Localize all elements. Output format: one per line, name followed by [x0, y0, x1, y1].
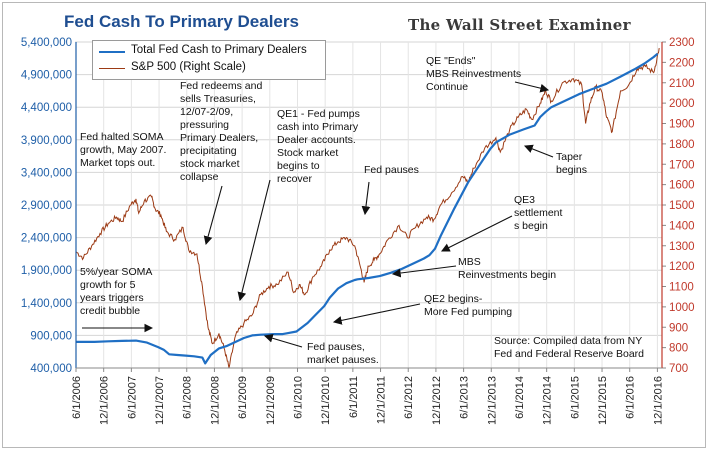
legend-item-sp500: S&P 500 (Right Scale)	[93, 60, 325, 77]
y-left-tick-label: 3,900,000	[21, 135, 72, 147]
y-left-tick-label: 2,400,000	[21, 233, 72, 245]
y-left-tick-label: 1,900,000	[21, 265, 72, 277]
y-right-tick-label: 900	[669, 322, 688, 334]
x-tick-label: 6/1/2012	[403, 376, 415, 419]
y-right-tick-label: 1100	[669, 282, 694, 294]
y-right-tick-label: 2100	[669, 78, 695, 90]
sp500-line	[75, 48, 660, 369]
y-right-tick-label: 1000	[669, 302, 695, 314]
chart-title: Fed Cash To Primary Dealers	[64, 12, 299, 31]
arrow-fed-pauses	[361, 181, 371, 216]
annotation-qe-ends: QE "Ends" MBS Reinvestments Continue	[426, 55, 522, 93]
y-right-tick-label: 1900	[669, 119, 695, 131]
x-tick-label: 12/1/2008	[209, 376, 221, 425]
arrow-qe-ends	[514, 81, 550, 93]
annotation-qe2: QE2 begins- More Fed pumping	[424, 293, 513, 318]
annotation-qe3: QE3 settlement s begin	[514, 194, 563, 232]
x-tick-label: 12/1/2007	[154, 376, 166, 425]
x-tick-label: 6/1/2014	[514, 376, 526, 419]
x-tick-label: 12/1/2016	[652, 376, 664, 425]
y-right-tick-label: 700	[669, 363, 688, 375]
arrow-qe3	[441, 215, 513, 252]
annotation-mbs-reinvest: MBS Reinvestments begin	[458, 256, 557, 281]
x-tick-label: 6/1/2016	[625, 376, 637, 419]
y-left-tick-label: 4,400,000	[21, 102, 72, 114]
x-tick-label: 12/1/2013	[486, 376, 498, 425]
y-left-tick-label: 2,900,000	[21, 200, 72, 212]
y-right-tick-label: 2200	[669, 57, 695, 69]
y-right-tick-label: 1300	[669, 241, 695, 253]
legend-label-sp500: S&P 500 (Right Scale)	[131, 61, 246, 73]
y-right-tick-label: 1400	[669, 220, 695, 232]
arrow-qe2	[332, 303, 421, 325]
legend-swatch-sp500	[99, 68, 125, 69]
y-left-tick-label: 5,400,000	[21, 37, 72, 49]
brand-watermark: The Wall Street Examiner	[408, 16, 631, 34]
fed-cash-line	[76, 52, 659, 365]
x-tick-label: 6/1/2006	[71, 376, 83, 419]
y-right-tick-label: 1600	[669, 180, 695, 192]
annotation-fed-redeems: Fed redeems and sells Treasuries, 12/07-2/…	[180, 80, 263, 183]
x-tick-label: 6/1/2013	[459, 376, 471, 419]
x-tick-label: 6/1/2008	[182, 376, 194, 419]
arrow-qe1	[237, 179, 271, 302]
y-right-tick-label: 1200	[669, 261, 695, 273]
y-right-tick-label: 2000	[669, 98, 695, 110]
axes: 400,000 900,000 1,400,000 1,900,000 2,400,00…	[21, 37, 695, 425]
arrow-redeem	[203, 185, 223, 246]
annotation-taper: Taper begins	[556, 151, 587, 176]
x-tick-label: 12/1/2009	[265, 376, 277, 425]
x-tick-label: 12/1/2015	[597, 376, 609, 425]
y-left-tick-label: 4,900,000	[21, 70, 72, 82]
x-tick-label: 12/1/2006	[99, 376, 111, 425]
arrow-mbs	[391, 265, 457, 278]
annotation-soma-growth: 5%/year SOMA growth for 5 years triggers cr…	[80, 266, 153, 317]
legend-label-fed-cash: Total Fed Cash to Primary Dealers	[131, 44, 307, 56]
y-right-tick-label: 1800	[669, 139, 695, 151]
x-tick-label: 6/1/2009	[237, 376, 249, 419]
x-tick-label: 12/1/2012	[431, 376, 443, 425]
fed-cash-series	[76, 52, 659, 365]
annotation-soma-halt: Fed halted SOMA growth, May 2007. Market t…	[80, 131, 167, 169]
y-right-tick-label: 2300	[669, 37, 695, 49]
y-right-tick-label: 1700	[669, 159, 695, 171]
legend: Total Fed Cash to Primary Dealers S&P 50…	[92, 40, 326, 80]
gridlines	[75, 41, 663, 369]
annotation-arrows	[82, 81, 554, 348]
x-tick-label: 12/1/2014	[542, 376, 554, 425]
y-right-tick-label: 1500	[669, 200, 695, 212]
y-left-tick-label: 1,400,000	[21, 298, 72, 310]
x-tick-label: 6/1/2015	[569, 376, 581, 419]
annotation-qe1: QE1 - Fed pumps cash into Primary Dealer a…	[277, 108, 360, 185]
x-tick-label: 6/1/2010	[292, 376, 304, 419]
annotation-fed-pauses: Fed pauses	[364, 164, 419, 176]
x-tick-label: 12/1/2010	[320, 376, 332, 425]
annotation-source: Source: Compiled data from NY Fed and Fed…	[494, 335, 644, 360]
x-tick-label: 12/1/2011	[376, 376, 388, 424]
sp500-series	[75, 48, 660, 369]
x-tick-label: 6/1/2007	[126, 376, 138, 419]
y-left-tick-label: 400,000	[30, 363, 72, 375]
y-left-tick-label: 900,000	[30, 330, 72, 342]
arrow-fed-pauses-market	[263, 333, 303, 348]
legend-item-fed-cash: Total Fed Cash to Primary Dealers	[93, 43, 325, 60]
arrow-taper	[523, 144, 554, 158]
x-tick-label: 6/1/2011	[348, 376, 360, 418]
y-left-tick-label: 3,400,000	[21, 167, 72, 179]
y-right-tick-label: 800	[669, 343, 688, 355]
legend-swatch-fed-cash	[99, 51, 125, 53]
annotation-fed-pauses-market: Fed pauses, market pauses.	[307, 341, 379, 366]
